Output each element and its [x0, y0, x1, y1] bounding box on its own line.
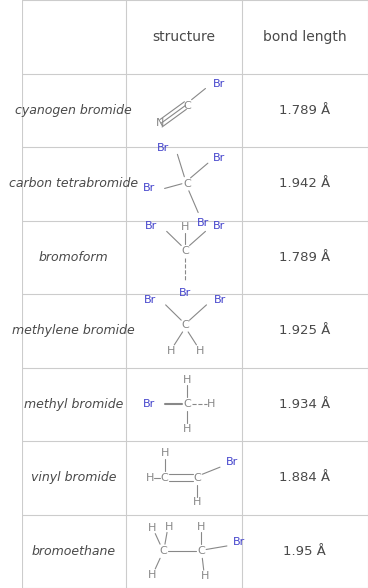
Text: Br: Br [142, 399, 155, 409]
Text: Br: Br [144, 295, 156, 305]
Text: C: C [159, 546, 167, 556]
Text: H: H [148, 570, 157, 580]
Text: Br: Br [213, 221, 226, 231]
Text: bromoform: bromoform [39, 250, 109, 264]
Text: H: H [167, 346, 175, 356]
Text: H: H [181, 222, 190, 232]
Text: Br: Br [179, 288, 191, 298]
Text: C: C [183, 101, 191, 111]
Text: H: H [196, 346, 204, 356]
Text: Br: Br [212, 153, 225, 163]
Text: cyanogen bromide: cyanogen bromide [15, 103, 132, 117]
Text: H: H [183, 424, 191, 434]
Text: structure: structure [152, 30, 215, 44]
Text: 1.925 Å: 1.925 Å [279, 324, 330, 338]
Text: 1.789 Å: 1.789 Å [279, 250, 330, 264]
Text: C: C [183, 179, 191, 189]
Text: C: C [194, 473, 201, 483]
Text: H: H [148, 523, 157, 533]
Text: C: C [183, 399, 191, 409]
Text: H: H [160, 448, 169, 458]
Text: Br: Br [142, 183, 155, 193]
Text: Br: Br [145, 221, 158, 231]
Text: methyl bromide: methyl bromide [24, 397, 123, 411]
Text: Br: Br [233, 537, 245, 547]
Text: C: C [197, 546, 205, 556]
Text: methylene bromide: methylene bromide [13, 324, 135, 338]
Text: N: N [156, 118, 164, 128]
Text: H: H [183, 375, 191, 385]
Text: Br: Br [226, 457, 238, 467]
Text: 1.789 Å: 1.789 Å [279, 103, 330, 117]
Text: H: H [193, 497, 202, 507]
Text: Br: Br [156, 143, 169, 153]
Text: Br: Br [212, 79, 225, 89]
Text: C: C [181, 246, 189, 256]
Text: 1.942 Å: 1.942 Å [279, 177, 330, 191]
Text: H: H [146, 473, 154, 483]
Text: H: H [206, 399, 215, 409]
Text: bond length: bond length [263, 30, 347, 44]
Text: Br: Br [214, 295, 226, 305]
Text: bromoethane: bromoethane [32, 544, 116, 558]
Text: C: C [161, 473, 169, 483]
Text: carbon tetrabromide: carbon tetrabromide [9, 177, 138, 191]
Text: 1.934 Å: 1.934 Å [279, 397, 330, 411]
Text: H: H [197, 522, 205, 532]
Text: H: H [165, 522, 173, 532]
Text: 1.95 Å: 1.95 Å [283, 544, 326, 558]
Text: vinyl bromide: vinyl bromide [31, 471, 116, 485]
Text: Br: Br [197, 218, 209, 228]
Text: C: C [181, 320, 189, 330]
Text: 1.884 Å: 1.884 Å [279, 471, 330, 485]
Text: H: H [201, 571, 209, 581]
